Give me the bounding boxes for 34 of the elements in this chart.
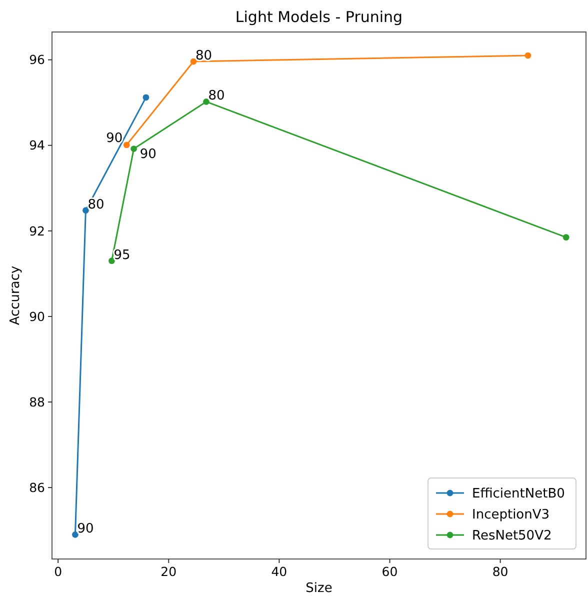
chart-title: Light Models - Pruning <box>235 8 403 26</box>
x-tick-label: 40 <box>271 564 288 579</box>
point <box>190 58 197 65</box>
point <box>108 258 115 264</box>
x-tick-label: 60 <box>382 564 398 579</box>
y-tick-label: 86 <box>29 480 46 495</box>
x-axis-title: Size <box>306 581 332 596</box>
annotation: 90 <box>106 130 123 146</box>
annotation: 80 <box>196 48 212 64</box>
point <box>82 207 89 214</box>
x-tick-label: 20 <box>160 564 177 579</box>
y-tick-label: 94 <box>29 138 46 153</box>
point <box>203 98 210 105</box>
y-axis-title: Accuracy <box>8 266 23 326</box>
point <box>130 146 138 152</box>
legend-label: ResNet50V2 <box>472 528 552 544</box>
y-tick-label: 92 <box>29 223 45 238</box>
legend-label: InceptionV3 <box>472 508 550 523</box>
legend-label: EfficientNetB0 <box>472 486 565 502</box>
point <box>142 94 150 101</box>
annotation: 90 <box>140 146 156 162</box>
annotation: 80 <box>88 197 104 212</box>
x-tick-label: 0 <box>54 564 62 579</box>
x-tick-label: 80 <box>492 564 508 579</box>
point <box>72 531 78 538</box>
annotation: 95 <box>114 248 130 263</box>
point <box>123 142 130 148</box>
y-tick-label: 90 <box>29 308 46 324</box>
y-tick-label: 96 <box>29 52 46 68</box>
point <box>524 52 532 59</box>
y-tick-label: 88 <box>29 394 46 410</box>
annotation: 90 <box>77 522 94 537</box>
annotation: 80 <box>208 88 225 104</box>
point <box>562 234 570 241</box>
